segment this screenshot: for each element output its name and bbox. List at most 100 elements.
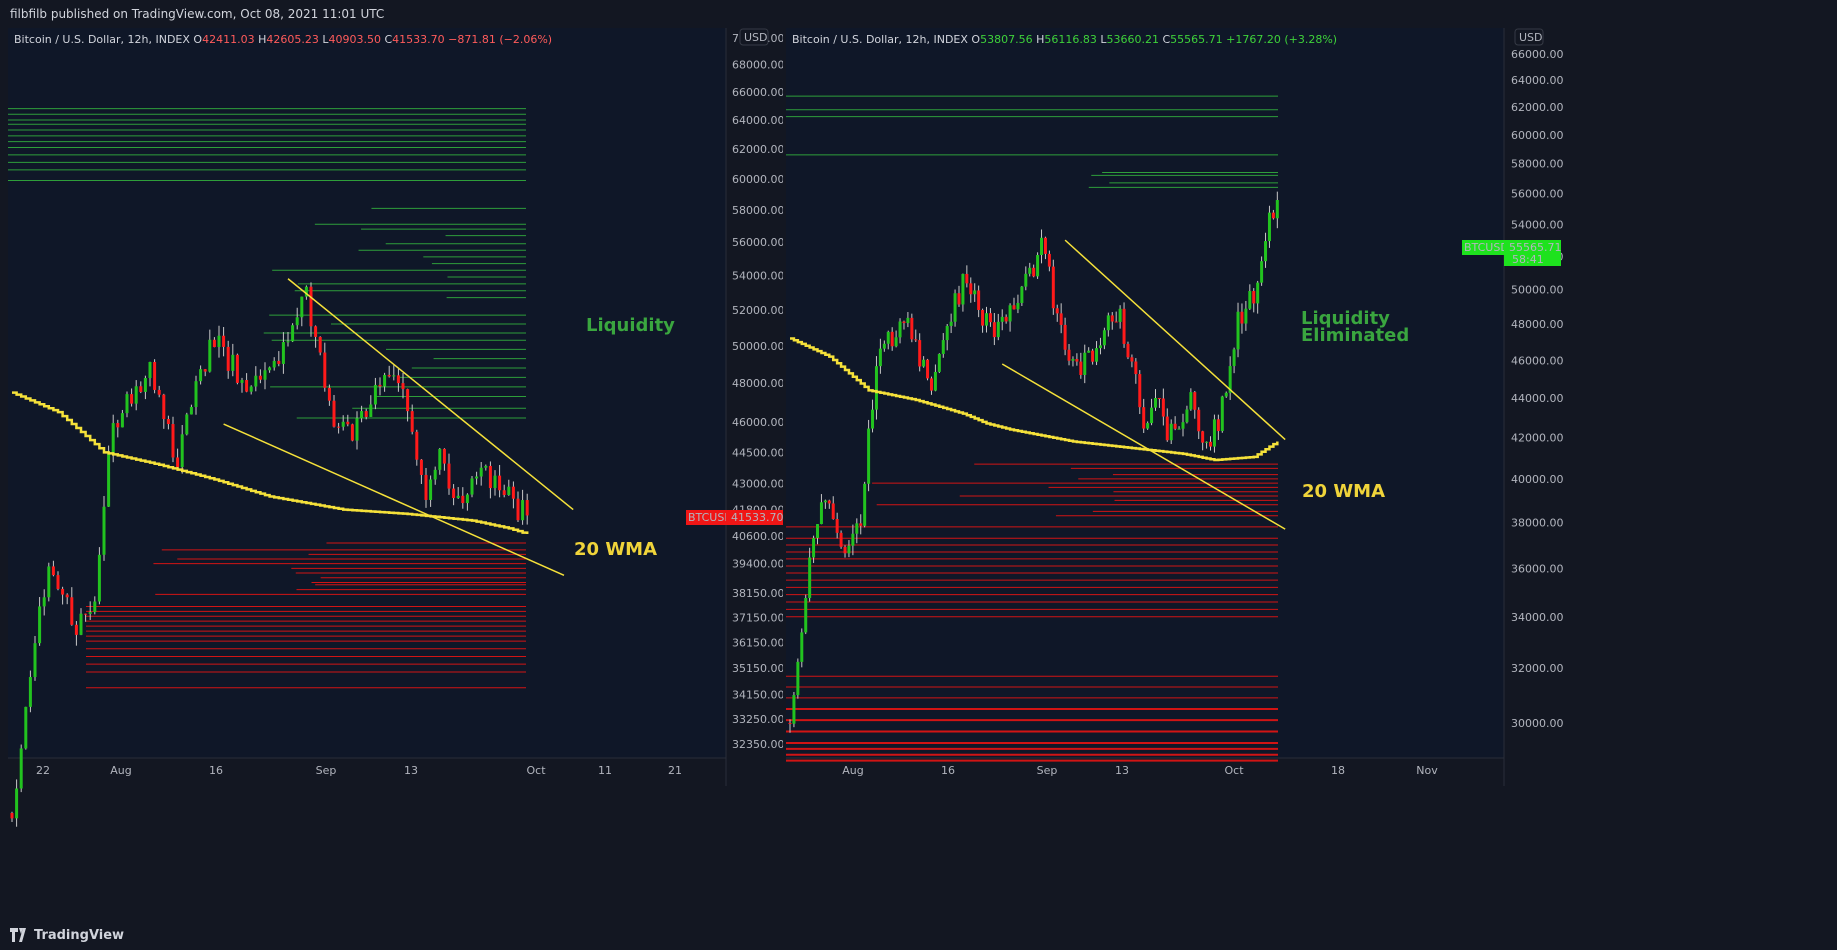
candle-body [79, 613, 83, 635]
candle-body [277, 360, 281, 364]
candle-body [926, 359, 930, 379]
y-tick-label: 44000.00 [1511, 392, 1564, 405]
candle-body [1047, 253, 1051, 267]
chart-annotation: 20 WMA [574, 539, 657, 560]
candle-body [961, 273, 965, 305]
candle-body [291, 325, 295, 342]
candle-body [878, 348, 882, 367]
y-tick-label: 43000.00 [732, 478, 783, 491]
x-tick-label: 13 [1115, 764, 1129, 777]
candle-body [185, 414, 189, 435]
x-tick-label: Aug [110, 764, 131, 777]
candle-body [180, 434, 184, 468]
candle-body [452, 488, 456, 499]
candle-body [33, 643, 37, 678]
candle-body [1091, 350, 1095, 362]
candle-body [1185, 409, 1189, 423]
candle-body [51, 566, 55, 576]
candle-body [910, 317, 914, 340]
legend-open: 42411.03 [202, 33, 258, 46]
candle-body [38, 606, 42, 644]
candle-body [217, 335, 221, 348]
chart-pane-right[interactable]: Liquidity Eliminated 20 WMA 66000.00 64000.0… [786, 28, 1837, 922]
y-tick-label: 36150.00 [732, 636, 783, 649]
y-tick-label: 46000.00 [732, 416, 783, 429]
candle-body [15, 788, 19, 819]
price-tag-value: 41533.70 [731, 511, 783, 524]
candle-body [258, 375, 262, 380]
y-tick-label: 32350.00 [732, 738, 783, 751]
candle-body [350, 424, 354, 441]
candle-body [1083, 352, 1087, 375]
y-tick-label: 34000.00 [1511, 611, 1564, 624]
candle-body [442, 448, 446, 464]
candle-body [804, 598, 808, 633]
candle-body [304, 286, 308, 297]
candle-body [231, 354, 235, 371]
candle-body [894, 337, 898, 347]
candle-body [327, 387, 331, 401]
candle-body [1244, 308, 1248, 324]
candle-body [102, 506, 106, 555]
candle-body [208, 339, 212, 372]
y-tick-label: 52000.00 [732, 304, 783, 317]
candle-body [1212, 419, 1216, 447]
candle-body [475, 476, 479, 479]
candle-body [1181, 422, 1185, 429]
candle-body [199, 369, 203, 382]
candle-body [1036, 255, 1040, 277]
candle-body [47, 566, 51, 598]
candle-body [1004, 316, 1008, 322]
candle-body [1264, 241, 1268, 262]
candle-body [1095, 348, 1099, 362]
candle-body [70, 597, 74, 625]
legend-symbol: Bitcoin / U.S. Dollar, 12h, INDEX [792, 33, 971, 46]
candle-body [1075, 358, 1079, 362]
candle-body [1114, 321, 1118, 323]
candle-body [314, 326, 318, 337]
candle-body [401, 383, 405, 390]
brand-name: TradingView [34, 927, 125, 943]
candle-body [107, 454, 111, 507]
tradingview-logo[interactable]: TradingView [10, 925, 124, 945]
candle-body [1008, 305, 1012, 322]
symbol-tag: BTCUSD [688, 511, 733, 524]
candle-body [886, 331, 890, 344]
candle-body [827, 500, 831, 504]
y-tick-label: 54000.00 [1511, 218, 1564, 231]
legend-high-label: H [258, 33, 266, 46]
publisher-line: filbfilb published on TradingView.com, O… [10, 7, 385, 21]
candle-body [245, 380, 249, 392]
candle-body [1232, 349, 1236, 367]
candle-body [953, 293, 957, 322]
publish-header: filbfilb published on TradingView.com, O… [0, 0, 1837, 28]
y-tick-label: 58000.00 [1511, 158, 1564, 171]
legend-close-label: C [384, 33, 392, 46]
candle-body [447, 463, 451, 489]
symbol-tag-bg [686, 510, 726, 525]
candle-body [116, 423, 120, 428]
candle-body [981, 309, 985, 326]
plot-area [786, 28, 1504, 758]
price-tag-bg [1504, 240, 1561, 266]
y-tick-label: 66000.00 [732, 86, 783, 99]
candle-body [268, 367, 272, 371]
candle-body [295, 317, 299, 326]
candle-body [355, 418, 359, 441]
candle-body [918, 340, 922, 367]
trendline-lower [223, 423, 565, 577]
candle-body [479, 467, 483, 477]
candle-body [429, 479, 433, 500]
y-tick-label: 38150.00 [732, 587, 783, 600]
candle-body [396, 375, 400, 384]
candle-body [1024, 273, 1028, 287]
legend-symbol: Bitcoin / U.S. Dollar, 12h, INDEX [14, 33, 193, 46]
candle-body [162, 394, 166, 420]
candle-body [808, 557, 812, 599]
y-tick-label: 58000.00 [732, 204, 783, 217]
legend-close: 55565.71 [1170, 33, 1226, 46]
candle-body [1071, 358, 1075, 361]
